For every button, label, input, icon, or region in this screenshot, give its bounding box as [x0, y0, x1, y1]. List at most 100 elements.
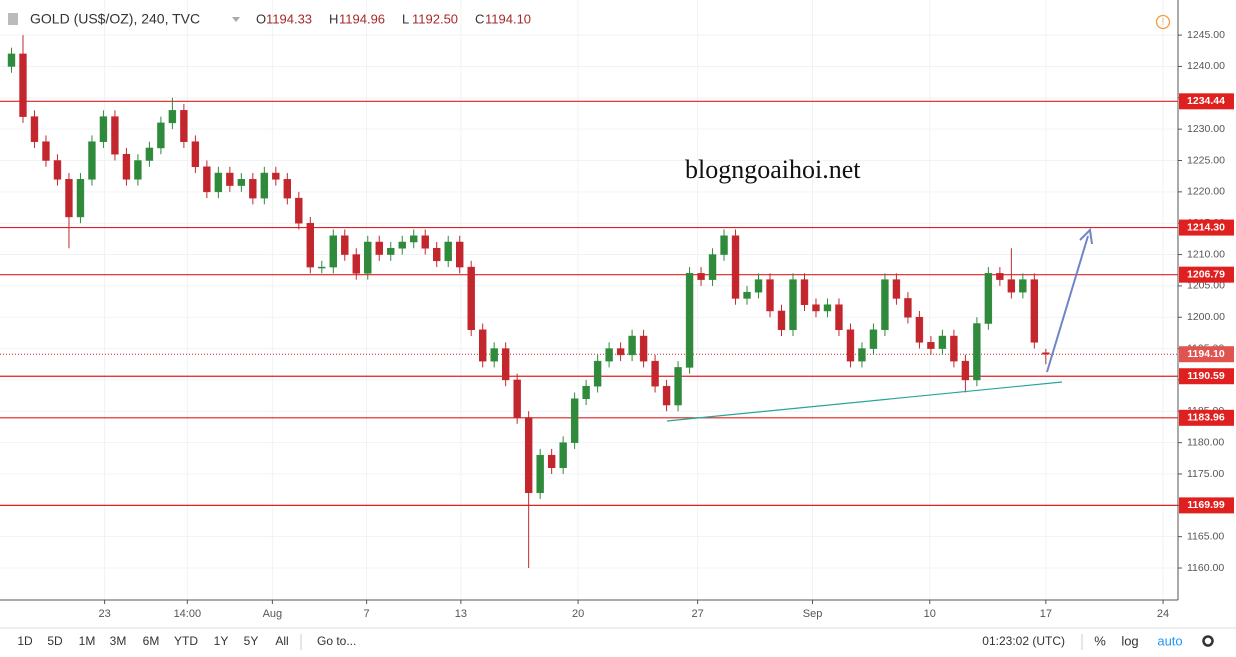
grid	[0, 0, 1178, 600]
candle-body	[984, 273, 993, 324]
auto-button[interactable]: auto	[1157, 633, 1182, 648]
candle-body	[743, 291, 751, 299]
candle-body	[295, 197, 303, 224]
range-button[interactable]: YTD	[174, 634, 198, 648]
range-button[interactable]: 3M	[110, 634, 127, 648]
candle-body	[1019, 279, 1027, 293]
level-label-box	[1179, 409, 1234, 426]
candle-body	[237, 179, 246, 186]
candle-body	[478, 329, 487, 362]
candle-body	[283, 179, 292, 199]
candle-body	[662, 385, 671, 406]
candle-body	[904, 298, 912, 318]
legend-key: H	[329, 11, 338, 26]
candle-body	[410, 235, 418, 243]
level-label: 1206.79	[1187, 268, 1225, 280]
candle-body	[490, 348, 498, 362]
candle-body	[88, 141, 96, 180]
range-button[interactable]: 1M	[79, 634, 96, 648]
candle-body	[858, 348, 866, 362]
candle-body	[697, 273, 705, 280]
candle-body	[329, 235, 337, 268]
x-tick-label: Sep	[803, 608, 823, 620]
candle-body	[433, 248, 441, 262]
candle-body	[513, 379, 521, 418]
candle-body	[53, 160, 62, 180]
arrow-head	[1079, 227, 1093, 245]
x-tick-label: 10	[924, 608, 936, 620]
candle-body	[318, 266, 326, 269]
level-label-box	[1179, 93, 1234, 110]
candle-body	[1007, 279, 1016, 293]
legend-value: 1192.50	[412, 11, 458, 26]
x-tick-label: 27	[691, 608, 703, 620]
candle-body	[272, 172, 280, 180]
arrow-line	[1046, 235, 1089, 373]
candle-body	[846, 329, 855, 362]
dropdown-icon[interactable]	[232, 17, 240, 22]
level-label-box	[1179, 368, 1234, 385]
axes: 1160.001165.001170.001175.001180.001185.…	[98, 29, 1234, 620]
candle-body	[30, 116, 39, 142]
candle-body	[122, 153, 131, 180]
legend-key: L	[402, 11, 409, 26]
candle-body	[387, 248, 395, 255]
candle-body	[766, 279, 774, 312]
legend-value: 1194.10	[485, 11, 531, 26]
candle-body	[249, 179, 257, 199]
y-tick-label: 1165.00	[1187, 530, 1224, 542]
range-button[interactable]: 6M	[143, 634, 160, 648]
level-label-box	[1179, 266, 1234, 283]
x-tick-label: 7	[364, 608, 370, 620]
candle-body	[467, 266, 475, 331]
log-button[interactable]: log	[1121, 633, 1138, 648]
candle-body	[927, 342, 935, 349]
settings-icon[interactable]	[1202, 635, 1214, 647]
range-button[interactable]: 1Y	[214, 634, 229, 648]
y-tick-label: 1245.00	[1187, 29, 1225, 41]
info-icon-mark: !	[1162, 16, 1165, 26]
candle-body	[444, 241, 452, 262]
candle-body	[7, 53, 16, 67]
candle-body	[720, 235, 728, 255]
range-button[interactable]: 1D	[17, 634, 33, 648]
candle-body	[352, 254, 360, 274]
candle-body	[134, 160, 142, 180]
last-price-label: 1194.10	[1187, 348, 1225, 360]
candle-body	[593, 360, 602, 387]
candle-body	[547, 454, 556, 468]
range-button[interactable]: All	[275, 634, 288, 648]
percent-button[interactable]: %	[1094, 633, 1106, 648]
candle-body	[616, 348, 625, 356]
candle-body	[398, 241, 406, 249]
level-label: 1169.99	[1187, 499, 1225, 511]
level-label: 1214.30	[1187, 221, 1225, 233]
candle-body	[421, 235, 429, 249]
candle-body	[559, 442, 567, 468]
candle-body	[180, 110, 188, 142]
candles	[7, 35, 1050, 569]
goto-button[interactable]: Go to...	[317, 634, 356, 648]
y-tick-label: 1240.00	[1187, 60, 1225, 72]
candle-body	[456, 241, 464, 268]
candle-body	[65, 179, 73, 218]
candle-body	[674, 367, 682, 406]
candle-body	[306, 222, 315, 268]
last-price-box	[1179, 346, 1234, 363]
candle-body	[628, 335, 636, 356]
symbol-icon	[8, 13, 18, 25]
candle-body	[731, 235, 740, 299]
candle-body	[685, 273, 694, 368]
level-label: 1190.59	[1187, 370, 1225, 382]
range-button[interactable]: 5Y	[244, 634, 259, 648]
y-tick-label: 1205.00	[1187, 280, 1225, 292]
candle-body	[375, 241, 383, 255]
levels	[0, 100, 1178, 506]
info-icon[interactable]	[1155, 14, 1171, 30]
candle-body	[524, 417, 533, 494]
x-tick-label: Aug	[263, 608, 283, 620]
range-button[interactable]: 5D	[47, 634, 63, 648]
candle-body	[157, 122, 165, 149]
x-tick-label: 24	[1157, 608, 1169, 620]
